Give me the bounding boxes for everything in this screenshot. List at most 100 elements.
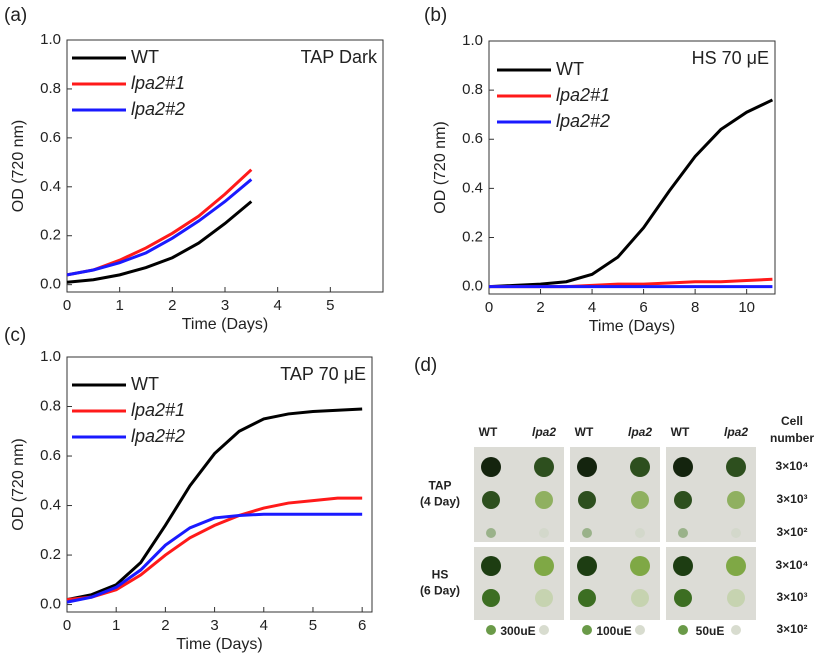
dilution-label: 3×10² bbox=[776, 525, 807, 539]
colony-spot bbox=[481, 556, 501, 576]
x-tick-label: 8 bbox=[691, 299, 699, 316]
legend-label: lpa2#1 bbox=[131, 73, 185, 93]
series-line bbox=[66, 178, 253, 277]
legend-label: lpa2#1 bbox=[131, 400, 185, 420]
colony-spot bbox=[631, 589, 649, 607]
dilution-label: 3×10⁴ bbox=[776, 558, 809, 572]
x-tick-label: 1 bbox=[115, 297, 123, 314]
series-line bbox=[66, 407, 363, 602]
colony-spot bbox=[534, 457, 554, 477]
y-tick-label: 0.8 bbox=[40, 80, 61, 97]
y-tick-label: 0.0 bbox=[40, 276, 61, 293]
y-tick-label: 0.2 bbox=[40, 227, 61, 244]
x-axis-label: Time (Days) bbox=[176, 636, 263, 653]
genotype-label: WT bbox=[479, 425, 498, 439]
x-tick-label: 5 bbox=[326, 297, 334, 314]
x-tick-label: 2 bbox=[161, 617, 169, 634]
colony-spot bbox=[674, 491, 692, 509]
x-tick-label: 5 bbox=[309, 617, 317, 634]
colony-spot bbox=[482, 491, 500, 509]
x-tick-label: 4 bbox=[260, 617, 268, 634]
x-tick-label: 3 bbox=[221, 297, 229, 314]
x-tick-label: 10 bbox=[738, 299, 755, 316]
plot-frame bbox=[66, 356, 373, 613]
colony-spot bbox=[535, 491, 553, 509]
y-tick-label: 0.8 bbox=[462, 81, 483, 98]
x-tick-label: 0 bbox=[63, 617, 71, 634]
colony-spot bbox=[482, 589, 500, 607]
colony-spot bbox=[539, 625, 549, 635]
y-tick-label: 1.0 bbox=[462, 32, 483, 49]
colony-spot bbox=[578, 589, 596, 607]
genotype-label: lpa2 bbox=[628, 425, 652, 439]
legend-label: lpa2#2 bbox=[556, 111, 610, 131]
colony-spot bbox=[726, 556, 746, 576]
colony-spot bbox=[678, 528, 688, 538]
genotype-label: WT bbox=[575, 425, 594, 439]
colony-spot bbox=[630, 556, 650, 576]
x-tick-label: 6 bbox=[639, 299, 647, 316]
x-tick-label: 1 bbox=[112, 617, 120, 634]
medium-label: TAP bbox=[428, 479, 451, 493]
colony-spot bbox=[577, 556, 597, 576]
days-label: (4 Day) bbox=[420, 495, 460, 509]
y-tick-label: 0.6 bbox=[40, 129, 61, 146]
dilution-label: 3×10⁴ bbox=[776, 459, 809, 473]
genotype-label: lpa2 bbox=[724, 425, 748, 439]
panel-label: (d) bbox=[414, 355, 437, 376]
y-tick-label: 1.0 bbox=[40, 348, 61, 365]
plot-frame bbox=[488, 40, 776, 295]
dilution-label: 3×10³ bbox=[776, 492, 807, 506]
series-line bbox=[488, 98, 774, 289]
colony-spot bbox=[486, 528, 496, 538]
y-axis-label: OD (720 nm) bbox=[10, 438, 27, 530]
y-tick-label: 0.2 bbox=[40, 546, 61, 563]
series-line bbox=[66, 168, 253, 277]
y-tick-label: 0.0 bbox=[40, 596, 61, 613]
y-tick-label: 0.8 bbox=[40, 397, 61, 414]
medium-label: HS bbox=[432, 568, 449, 582]
x-tick-label: 4 bbox=[588, 299, 596, 316]
colony-spot bbox=[673, 556, 693, 576]
y-axis-label: OD (720 nm) bbox=[10, 120, 27, 212]
colony-spot bbox=[486, 625, 496, 635]
x-tick-label: 3 bbox=[210, 617, 218, 634]
y-tick-label: 0.4 bbox=[40, 497, 61, 514]
series-line bbox=[66, 512, 363, 604]
colony-spot bbox=[539, 528, 549, 538]
light-label: 50uE bbox=[696, 624, 725, 638]
y-tick-label: 0.6 bbox=[40, 447, 61, 464]
cell-number-title: Cell bbox=[781, 414, 803, 428]
chart-title: TAP Dark bbox=[301, 47, 378, 67]
genotype-label: lpa2 bbox=[532, 425, 556, 439]
colony-spot bbox=[481, 457, 501, 477]
x-tick-label: 0 bbox=[63, 297, 71, 314]
cell-number-title: number bbox=[770, 431, 814, 445]
genotype-label: WT bbox=[671, 425, 690, 439]
panel-label: (a) bbox=[4, 5, 27, 26]
dilution-label: 3×10² bbox=[776, 622, 807, 636]
panel-label: (b) bbox=[424, 5, 447, 26]
colony-spot bbox=[727, 589, 745, 607]
y-tick-label: 1.0 bbox=[40, 31, 61, 48]
colony-spot bbox=[577, 457, 597, 477]
colony-spot bbox=[635, 528, 645, 538]
colony-spot bbox=[731, 528, 741, 538]
y-tick-label: 0.4 bbox=[462, 179, 483, 196]
colony-spot bbox=[582, 528, 592, 538]
colony-spot bbox=[678, 625, 688, 635]
plot-frame bbox=[66, 39, 384, 293]
y-tick-label: 0.6 bbox=[462, 130, 483, 147]
colony-spot bbox=[630, 457, 650, 477]
legend-label: WT bbox=[556, 59, 584, 79]
colony-spot bbox=[631, 491, 649, 509]
y-tick-label: 0.2 bbox=[462, 228, 483, 245]
light-label: 300uE bbox=[500, 624, 535, 638]
dilution-label: 3×10³ bbox=[776, 590, 807, 604]
colony-spot bbox=[726, 457, 746, 477]
colony-spot bbox=[635, 625, 645, 635]
panel-label: (c) bbox=[4, 325, 26, 346]
chart-title: HS 70 μE bbox=[692, 48, 769, 68]
series-line bbox=[66, 200, 253, 284]
